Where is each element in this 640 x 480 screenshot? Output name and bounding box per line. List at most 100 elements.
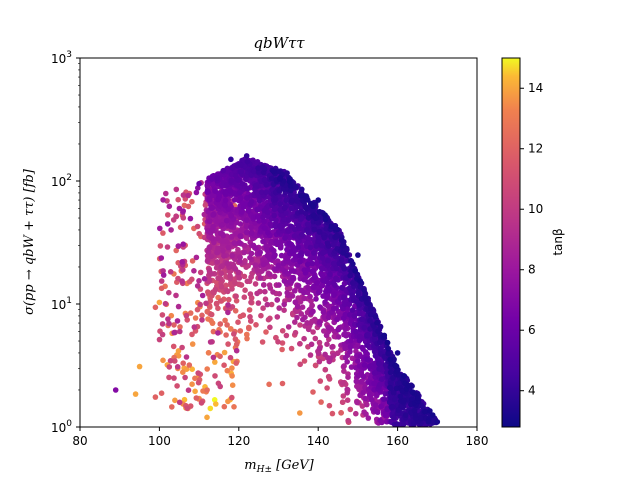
scatter-point [277, 207, 284, 214]
scatter-point [281, 301, 288, 308]
scatter-point [287, 187, 294, 194]
scatter-point [345, 417, 352, 424]
scatter-point [332, 282, 338, 288]
scatter-point [417, 415, 424, 421]
scatter-point [241, 249, 247, 256]
scatter-point [344, 387, 351, 393]
scatter-point [288, 345, 295, 352]
scatter-point [311, 250, 317, 256]
scatter-point [385, 345, 392, 352]
scatter-point [264, 252, 271, 259]
scatter-point [204, 366, 210, 372]
chart-title: qbWττ [253, 34, 305, 52]
scatter-point [231, 331, 237, 337]
scatter-point [221, 253, 227, 259]
scatter-point [270, 168, 277, 175]
scatter-point [225, 288, 231, 295]
scatter-point [331, 292, 337, 298]
scatter-point [214, 235, 221, 241]
scatter-point [384, 339, 391, 346]
scatter-point [162, 300, 169, 307]
scatter-point [180, 267, 186, 273]
scatter-point [263, 329, 269, 335]
scatter-point [229, 365, 235, 371]
scatter-point [174, 383, 180, 389]
scatter-point [345, 374, 351, 381]
scatter-point [288, 205, 295, 212]
scatter-point [377, 381, 383, 388]
scatter-point [204, 414, 210, 421]
scatter-point [158, 278, 165, 284]
scatter-point [339, 399, 346, 406]
scatter-point [299, 186, 305, 193]
scatter-point [263, 182, 270, 188]
scatter-point [264, 301, 271, 308]
scatter-point [231, 240, 238, 246]
scatter-point [272, 223, 279, 230]
scatter-point [387, 385, 394, 392]
scatter-point [185, 203, 192, 210]
scatter-point [175, 353, 182, 359]
scatter-point [372, 353, 379, 359]
scatter-point [214, 279, 220, 286]
scatter-point [232, 172, 239, 179]
scatter-point [290, 244, 296, 250]
scatter-point [361, 362, 368, 368]
colorbar-tick-label: 14 [528, 81, 543, 95]
scatter-points [112, 153, 441, 428]
scatter-point [376, 360, 382, 367]
scatter-point [210, 223, 216, 230]
scatter-point [371, 380, 377, 387]
scatter-point [294, 314, 300, 321]
scatter-point [257, 275, 264, 281]
scatter-point [364, 401, 370, 408]
scatter-point [271, 212, 278, 219]
x-axis-label: mH± [GeV] [244, 458, 314, 475]
scatter-point [316, 339, 323, 346]
scatter-point [176, 399, 183, 406]
scatter-point [290, 274, 297, 281]
scatter-point [216, 191, 222, 198]
scatter-point [193, 254, 200, 261]
scatter-point [265, 229, 271, 236]
scatter-point [310, 308, 316, 315]
scatter-point [318, 399, 324, 405]
scatter-point [369, 396, 375, 403]
scatter-point [381, 396, 387, 402]
scatter-point [236, 275, 243, 281]
scatter-point [316, 319, 323, 326]
scatter-point [364, 342, 371, 349]
scatter-point [246, 307, 253, 313]
scatter-point [166, 364, 173, 370]
scatter-point [229, 164, 236, 171]
scatter-point [228, 212, 234, 219]
scatter-point [159, 312, 166, 318]
scatter-point [261, 177, 268, 183]
scatter-point [157, 225, 163, 232]
scatter-point [303, 193, 310, 199]
scatter-point [212, 188, 219, 195]
scatter-point [196, 278, 202, 284]
scatter-point [158, 255, 165, 261]
scatter-point [243, 229, 250, 236]
scatter-point [218, 230, 224, 237]
scatter-point [295, 222, 302, 229]
scatter-point [225, 244, 232, 251]
scatter-point [256, 197, 263, 204]
scatter-point [403, 412, 409, 418]
scatter-point [215, 245, 221, 252]
scatter-point [214, 175, 221, 181]
scatter-point [173, 292, 179, 299]
scatter-point [387, 369, 394, 376]
scatter-point [347, 312, 353, 318]
scatter-point [189, 276, 195, 283]
scatter-point [212, 359, 218, 365]
scatter-point [276, 187, 283, 194]
scatter-point [241, 273, 248, 280]
scatter-point [342, 311, 349, 318]
scatter-point [201, 276, 208, 282]
scatter-point [237, 221, 244, 227]
scatter-point [291, 233, 298, 239]
scatter-point [354, 399, 360, 406]
